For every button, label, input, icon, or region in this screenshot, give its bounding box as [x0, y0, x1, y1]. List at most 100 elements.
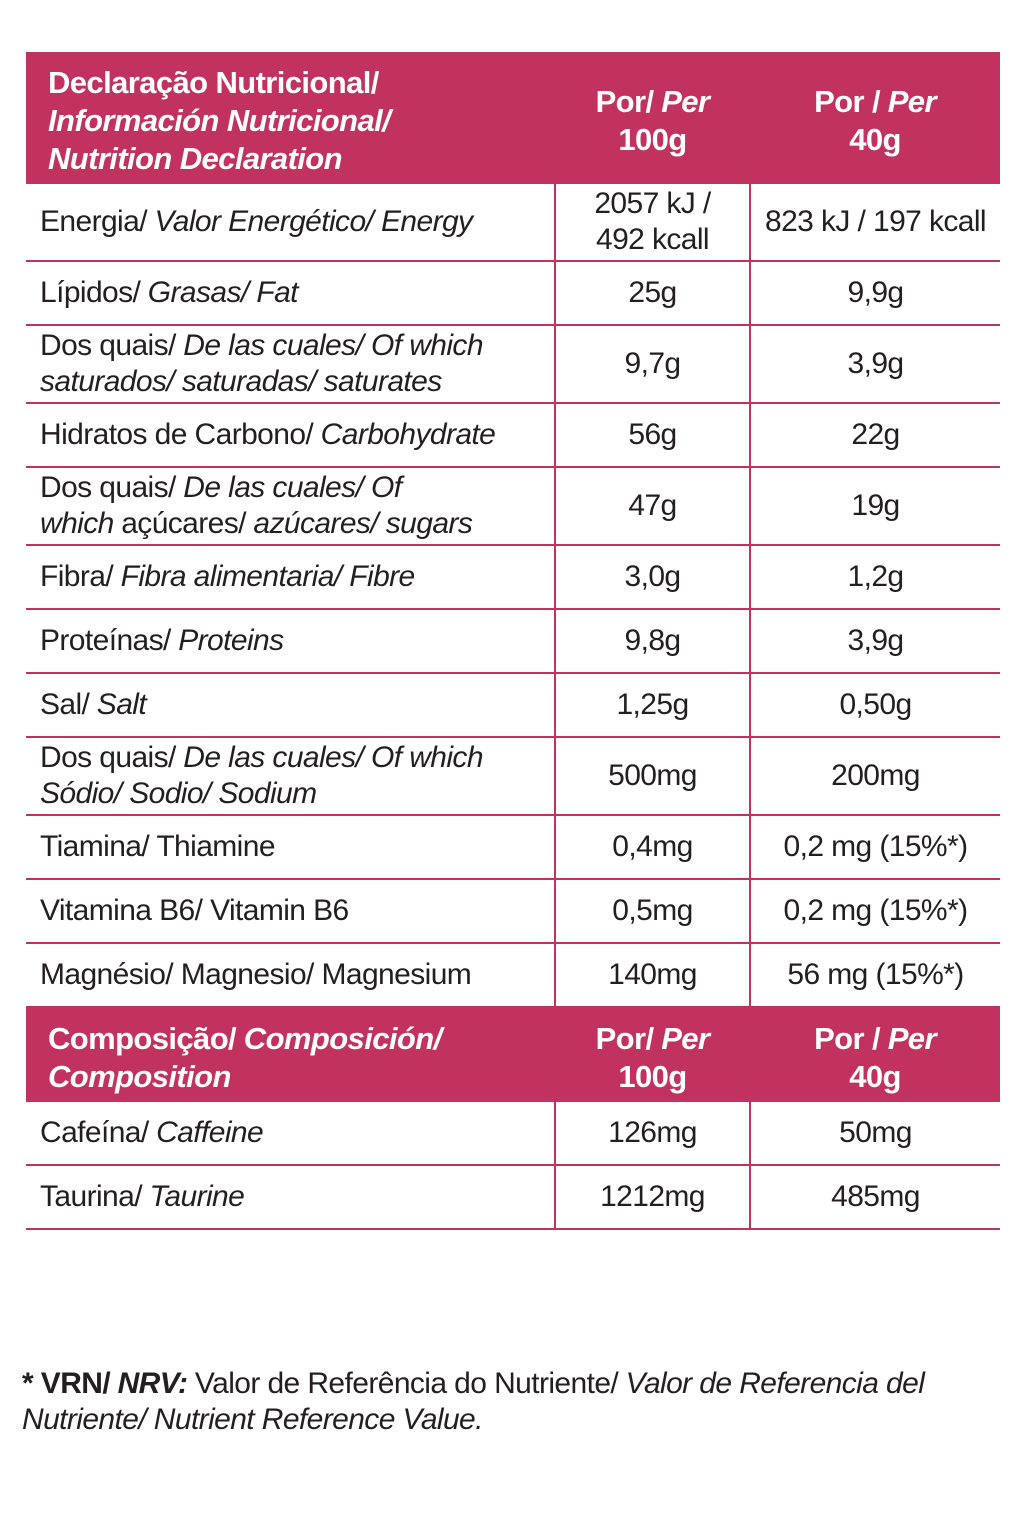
label-cell: Dos quais/De las cuales/ Of which satura…	[26, 325, 555, 404]
header-col1: Por/Per 100g	[555, 52, 750, 184]
value: 22g	[851, 418, 900, 451]
value-cell: 25g	[554, 261, 750, 326]
row: Dos quais/De las cuales/ Of which açúcare…	[26, 467, 1000, 546]
label-cell: Dos quais/De las cuales/ Of which açúcare…	[26, 467, 555, 546]
value: 0,2 mg (15%*)	[783, 894, 969, 927]
nutrition-table: Declaração Nutricional/Información Nutri…	[26, 52, 1000, 1008]
label-cell: Taurina/Taurine	[26, 1165, 555, 1230]
value-cell: 1212mg	[554, 1165, 750, 1230]
value-cell: 200mg	[749, 737, 1000, 816]
label-normal: Dos quais/	[40, 329, 176, 362]
label-normal: Magnésio/ Magnesio/ Magnesium	[40, 958, 472, 991]
label-normal2: açúcares/	[121, 507, 246, 540]
value-cell: 9,8g	[554, 609, 750, 674]
per-amount: 40g	[849, 1059, 901, 1094]
value: 56g	[628, 418, 677, 451]
value: 47g	[628, 489, 677, 522]
value: 1,2g	[847, 560, 905, 593]
footnote-italic: Valor de Referencia del Nutriente/ Nutri…	[22, 1367, 925, 1436]
value-cell: 823 kJ / 197 kcall	[749, 184, 1000, 262]
value-cell: 47g	[554, 467, 750, 546]
value-cell: 22g	[749, 403, 1000, 468]
label-cell: Energia/Valor Energético/ Energy	[26, 184, 555, 262]
row: Hidratos de Carbono/Carbohydrate 56g 22g	[26, 403, 1000, 468]
value: 0,2 mg (15%*)	[783, 830, 969, 863]
row: Magnésio/ Magnesio/ Magnesium 140mg 56 mg …	[26, 943, 1000, 1008]
label-normal: Tiamina/ Thiamine	[40, 830, 276, 863]
label-italic: Grasas/ Fat	[147, 276, 299, 309]
row: Tiamina/ Thiamine 0,4mg 0,2 mg (15%*)	[26, 815, 1000, 880]
value-cell: 0,2 mg (15%*)	[749, 879, 1000, 944]
label-cell: Lípidos/Grasas/ Fat	[26, 261, 555, 326]
label-italic: De las cuales/ Of which	[40, 471, 402, 540]
label-italic2: azúcares/ sugars	[253, 507, 473, 540]
per-normal: Por /	[814, 1021, 881, 1056]
value-cell: 500mg	[554, 737, 750, 816]
value-cell: 126mg	[554, 1102, 750, 1166]
value: 200mg	[831, 759, 920, 792]
per-amount: 100g	[618, 1059, 687, 1094]
label-italic: Salt	[96, 688, 147, 721]
value: 56 mg (15%*)	[787, 958, 964, 991]
title-italic: Composición/ Composition	[48, 1021, 442, 1094]
value: 500mg	[608, 759, 697, 792]
value: 823 kJ / 197 kcall	[765, 205, 987, 238]
row: Dos quais/De las cuales/ Of which Sódio/…	[26, 737, 1000, 816]
label-cell: Fibra/Fibra alimentaria/ Fibre	[26, 545, 555, 610]
label-cell: Vitamina B6/ Vitamin B6	[26, 879, 555, 944]
value: 0,5mg	[612, 894, 693, 927]
value-cell: 9,7g	[554, 325, 750, 404]
footnote-bold-italic: NRV:	[117, 1367, 188, 1400]
value-cell: 50mg	[749, 1102, 1000, 1166]
footnote-bold: * VRN/	[22, 1367, 111, 1400]
value-cell: 140mg	[554, 943, 750, 1008]
value-cell: 9,9g	[749, 261, 1000, 326]
label-normal: Cafeína/	[40, 1116, 149, 1149]
label-normal: Dos quais/	[40, 741, 176, 774]
value: 0,50g	[839, 688, 912, 721]
label-italic: Taurine	[149, 1180, 245, 1213]
row: Proteínas/Proteins 9,8g 3,9g	[26, 609, 1000, 674]
header-title: Composição/Composición/ Composition	[26, 1008, 555, 1102]
label-italic: De las cuales/ Of which saturados/ satur…	[40, 329, 484, 398]
label-italic: Valor Energético/ Energy	[154, 205, 473, 238]
value-cell: 1,25g	[554, 673, 750, 738]
value: 1212mg	[600, 1180, 705, 1213]
value: 140mg	[608, 958, 697, 991]
value: 485mg	[831, 1180, 920, 1213]
value: 9,7g	[624, 347, 682, 380]
value-cell: 19g	[749, 467, 1000, 546]
label-italic: Fibra alimentaria/ Fibre	[120, 560, 416, 593]
value: 19g	[851, 489, 900, 522]
value: 50mg	[839, 1116, 912, 1149]
value: 9,9g	[847, 276, 905, 309]
value-cell: 1,2g	[749, 545, 1000, 610]
row: Taurina/Taurine 1212mg 485mg	[26, 1165, 1000, 1230]
value-cell: 56 mg (15%*)	[749, 943, 1000, 1008]
label-normal: Lípidos/	[40, 276, 141, 309]
label-normal: Dos quais/	[40, 471, 176, 504]
header-title: Declaração Nutricional/Información Nutri…	[26, 52, 555, 184]
per-italic: Per	[661, 1021, 710, 1056]
per-normal: Por/	[595, 1021, 654, 1056]
label-italic: Proteins	[178, 624, 284, 657]
label-normal: Hidratos de Carbono/	[40, 418, 314, 451]
value-cell: 0,2 mg (15%*)	[749, 815, 1000, 880]
per-normal: Por /	[814, 84, 881, 119]
tables: Declaração Nutricional/Información Nutri…	[26, 52, 1000, 1230]
value-cell: 2057 kJ / 492 kcall	[554, 184, 750, 262]
composition-table: Composição/Composición/ Composition Por/P…	[26, 1008, 1000, 1230]
label-cell: Dos quais/De las cuales/ Of which Sódio/…	[26, 737, 555, 816]
value-cell: 0,4mg	[554, 815, 750, 880]
label-italic: De las cuales/ Of which Sódio/ Sodio/ So…	[40, 741, 484, 810]
header-row: Composição/Composición/ Composition Por/P…	[26, 1008, 1000, 1102]
per-italic: Per	[887, 84, 937, 119]
value: 25g	[628, 276, 677, 309]
value-cell: 3,9g	[749, 325, 1000, 404]
label-normal: Sal/	[40, 688, 90, 721]
header-col2: Por / Per 40g	[750, 1008, 1000, 1102]
label-italic: Carbohydrate	[320, 418, 496, 451]
title-normal: Composição/	[48, 1021, 237, 1056]
value-cell: 3,0g	[554, 545, 750, 610]
label-italic: Caffeine	[156, 1116, 264, 1149]
